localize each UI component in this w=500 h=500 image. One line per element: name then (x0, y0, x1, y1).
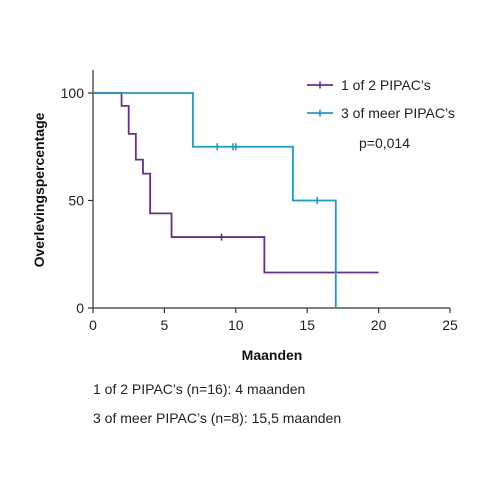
x-tick-label: 5 (161, 317, 169, 333)
p-value-annotation: p=0,014 (359, 135, 410, 151)
legend: 1 of 2 PIPAC’s 3 of meer PIPAC’s (307, 77, 455, 121)
x-axis-title: Maanden (242, 347, 303, 363)
series-line-2 (93, 92, 337, 308)
y-axis-title: Overlevingspercentage (31, 112, 47, 267)
series-layer (93, 92, 379, 308)
y-tick-label: 0 (76, 300, 84, 316)
axes: 0 5 10 15 20 25 0 50 100 (61, 70, 458, 333)
legend-label-2: 3 of meer PIPAC’s (341, 105, 455, 121)
x-tick-label: 20 (371, 317, 387, 333)
x-tick-label: 10 (228, 317, 244, 333)
y-tick-label: 50 (68, 193, 84, 209)
caption-median-group-2: 3 of meer PIPAC’s (n=8): 15,5 maanden (93, 410, 342, 426)
series-line-1 (93, 92, 379, 274)
legend-label-1: 1 of 2 PIPAC’s (341, 77, 431, 93)
x-tick-label: 15 (299, 317, 315, 333)
y-tick-label: 100 (61, 85, 85, 101)
x-tick-label: 25 (442, 317, 458, 333)
x-tick-label: 0 (89, 317, 97, 333)
caption-median-group-1: 1 of 2 PIPAC’s (n=16): 4 maanden (93, 381, 306, 397)
